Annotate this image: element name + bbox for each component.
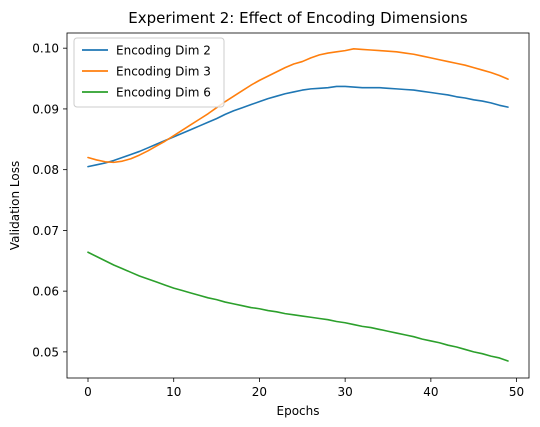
legend-entry-label: Encoding Dim 3 (116, 65, 211, 79)
x-tick-label: 0 (84, 385, 92, 399)
series-line-encoding-dim-6 (87, 251, 509, 362)
y-tick-label: 0.10 (32, 42, 59, 56)
x-tick-label: 50 (509, 385, 524, 399)
y-tick-label: 0.07 (32, 224, 59, 238)
series-line-encoding-dim-3 (87, 47, 509, 164)
x-tick-label: 20 (252, 385, 267, 399)
y-axis-label: Validation Loss (8, 161, 22, 250)
x-axis-label: Epochs (277, 404, 320, 418)
y-axis: 0.05 0.06 0.07 0.08 0.09 0.10 (32, 42, 67, 359)
chart-title: Experiment 2: Effect of Encoding Dimensi… (128, 9, 468, 27)
x-tick-label: 10 (166, 385, 181, 399)
y-tick-label: 0.06 (32, 285, 59, 299)
y-tick-label: 0.05 (32, 345, 59, 359)
x-tick-label: 30 (338, 385, 353, 399)
legend: Encoding Dim 2 Encoding Dim 3 Encoding Dim… (73, 37, 225, 108)
legend-box (73, 37, 225, 108)
y-tick-label: 0.08 (32, 163, 59, 177)
x-axis: 0 10 20 30 40 50 (84, 378, 524, 399)
series-line-encoding-dim-2 (87, 85, 509, 168)
x-tick-label: 40 (423, 385, 438, 399)
series-layer (87, 47, 509, 362)
plot-frame (66, 32, 530, 379)
legend-entry-label: Encoding Dim 6 (116, 86, 211, 100)
y-tick-label: 0.09 (32, 102, 59, 116)
legend-entry-label: Encoding Dim 2 (116, 44, 211, 58)
